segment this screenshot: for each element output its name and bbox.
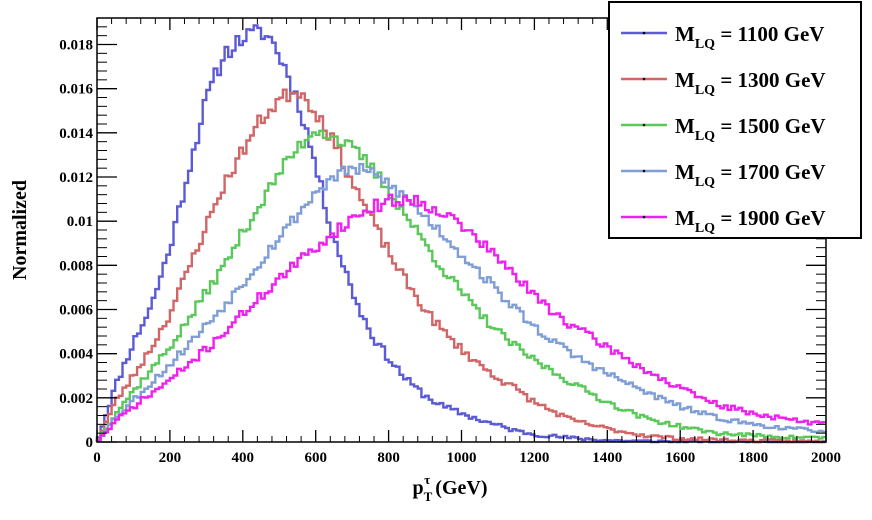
legend-box [608, 1, 862, 239]
y-tick-label: 0 [86, 435, 94, 451]
legend-label: MLQ = 1300 GeV [675, 68, 826, 98]
legend-entry-1: MLQ = 1100 GeV [621, 22, 824, 52]
x-tick-label: 1600 [665, 450, 695, 466]
y-tick-label: 0.012 [59, 170, 93, 186]
x-tick-label: 0 [93, 450, 101, 466]
legend-entry-4: MLQ = 1700 GeV [621, 160, 826, 190]
y-tick-label: 0.01 [67, 214, 93, 230]
y-tick-label: 0.014 [59, 126, 93, 142]
legend-marker [642, 215, 646, 219]
x-tick-label: 200 [159, 450, 182, 466]
legend-entry-2: MLQ = 1300 GeV [621, 68, 826, 98]
y-tick-label: 0.006 [59, 303, 93, 319]
x-tick-label: 1000 [447, 450, 477, 466]
legend-entry-5: MLQ = 1900 GeV [621, 206, 826, 236]
x-tick-label: 800 [377, 450, 400, 466]
x-tick-label: 1200 [519, 450, 549, 466]
legend-label: MLQ = 1500 GeV [675, 114, 826, 144]
legend-label: MLQ = 1700 GeV [675, 160, 826, 190]
x-axis-title: pTτ (GeV) [413, 472, 488, 504]
y-tick-label: 0.018 [59, 38, 93, 54]
series-line-3 [95, 129, 826, 442]
series-line-4 [95, 162, 826, 442]
legend-label: MLQ = 1900 GeV [675, 206, 826, 236]
legend-marker [642, 31, 646, 35]
y-tick-label: 0.008 [59, 258, 93, 274]
x-tick-label: 1400 [592, 450, 622, 466]
legend-marker [642, 123, 646, 127]
y-tick-label: 0.004 [59, 347, 93, 363]
legend-marker [642, 77, 646, 81]
x-tick-label: 1800 [738, 450, 768, 466]
legend: MLQ = 1100 GeV MLQ = 1300 GeV MLQ = 1500 G… [608, 1, 862, 239]
y-axis-title: Normalized [9, 180, 31, 280]
legend-entry-3: MLQ = 1500 GeV [621, 114, 826, 144]
series-line-5 [95, 193, 826, 442]
x-tick-label: 400 [232, 450, 255, 466]
series-line-2 [95, 88, 826, 444]
y-tick-label: 0.016 [59, 82, 93, 98]
axes-layer: 0 200 400 600 800 1000 1200 1400 1600 1800 2000 0 0.… [9, 17, 841, 504]
x-tick-label: 2000 [811, 450, 841, 466]
legend-label: MLQ = 1100 GeV [675, 22, 824, 52]
x-tick-label: 600 [304, 450, 327, 466]
legend-marker [642, 169, 646, 173]
y-tick-label: 0.002 [59, 391, 93, 407]
